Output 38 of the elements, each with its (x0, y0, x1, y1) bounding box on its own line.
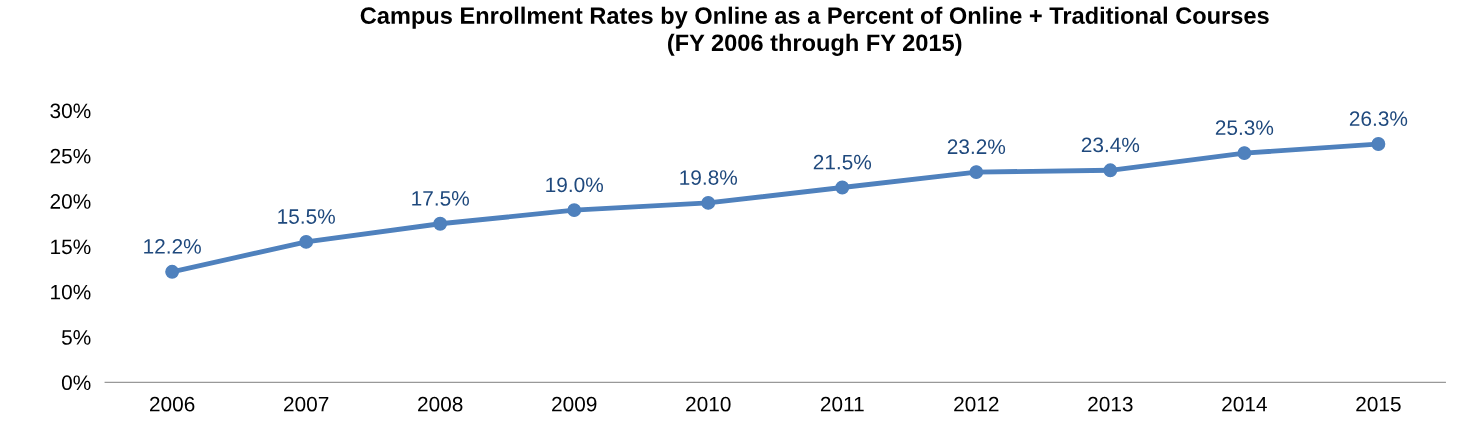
y-tick-label: 20% (50, 194, 91, 209)
y-tick-label: 15% (51, 239, 91, 255)
y-tick-label: 10% (51, 284, 91, 300)
x-tick-label: 2014 (1222, 396, 1267, 412)
x-tick-label: 2006 (150, 396, 195, 412)
point (969, 165, 984, 180)
data-label: 15.5% (278, 209, 335, 224)
x-tick-label: 2010 (686, 396, 731, 412)
data-label: 26.3% (1349, 111, 1408, 127)
point (1371, 137, 1386, 151)
point (835, 180, 850, 195)
y-tick-label: 0% (61, 375, 91, 391)
point (567, 203, 582, 218)
data-label: 19.8% (680, 170, 738, 185)
data-label: 21.5% (813, 154, 872, 170)
data-label: 25.3% (1215, 120, 1274, 136)
x-tick-label: 2012 (954, 396, 999, 412)
data-label: 23.4% (1081, 137, 1140, 153)
x-tick-label: 2009 (552, 396, 597, 412)
point (165, 264, 180, 279)
x-tick-label: 2015 (1356, 396, 1401, 412)
data-label: 17.5% (412, 191, 469, 206)
x-tick-label: 2008 (418, 396, 463, 412)
y-tick-label: 25% (50, 148, 91, 164)
chart-title: Campus Enrollment Rates by Online as a Percent of Online + Traditional Courses (FY 2006 through FY 2015) (360, 6, 1269, 56)
point (701, 195, 716, 210)
point (1103, 163, 1118, 178)
x-tick-label: 2007 (284, 396, 329, 412)
data-label: 19.0% (546, 177, 604, 193)
y-tick-label: 5% (61, 330, 91, 345)
x-tick-label: 2013 (1088, 396, 1133, 412)
point (299, 234, 314, 249)
y-tick-label: 30% (50, 103, 91, 119)
data-label: 23.2% (947, 139, 1006, 155)
point (1237, 146, 1252, 161)
x-tick-label: 2011 (820, 396, 864, 412)
point (433, 216, 448, 231)
data-label: 12.2% (144, 239, 201, 254)
